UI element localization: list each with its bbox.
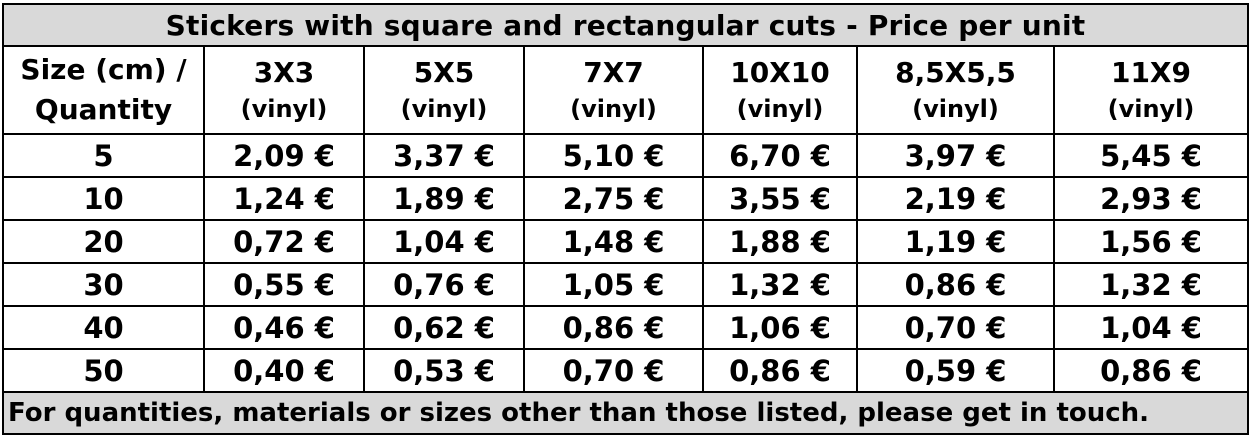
quantity-cell: 5: [2, 133, 205, 178]
price-cell: 0,72 €: [203, 219, 365, 264]
material-label: (vinyl): [240, 95, 328, 123]
price-cell: 0,86 €: [523, 305, 704, 350]
quantity-cell: 50: [2, 348, 205, 393]
size-label: 7X7: [583, 56, 644, 89]
price-cell: 2,19 €: [856, 176, 1055, 221]
size-header-11x9: 11X9 (vinyl): [1053, 45, 1249, 135]
size-label: 10X10: [730, 56, 830, 89]
material-label: (vinyl): [1107, 95, 1195, 123]
corner-header-line1: Size (cm) /: [20, 53, 187, 86]
header-row: Size (cm) / Quantity 3X3 (vinyl) 5X5 (vi…: [2, 45, 1249, 135]
price-cell: 0,86 €: [856, 262, 1055, 307]
price-cell: 3,55 €: [702, 176, 858, 221]
material-label: (vinyl): [570, 95, 657, 123]
title-row: Stickers with square and rectangular cut…: [2, 3, 1249, 47]
footer-row: For quantities, materials or sizes other…: [2, 391, 1249, 435]
contact-note: For quantities, materials or sizes other…: [2, 391, 1249, 435]
table-row: 20 0,72 € 1,04 € 1,48 € 1,88 € 1,19 € 1,…: [2, 219, 1249, 264]
price-rows: 5 2,09 € 3,37 € 5,10 € 6,70 € 3,97 € 5,4…: [2, 133, 1249, 393]
price-cell: 1,48 €: [523, 219, 704, 264]
price-cell: 2,93 €: [1053, 176, 1249, 221]
price-cell: 0,70 €: [523, 348, 704, 393]
material-label: (vinyl): [912, 95, 999, 123]
material-label: (vinyl): [736, 95, 824, 123]
price-cell: 2,09 €: [203, 133, 365, 178]
price-cell: 1,04 €: [363, 219, 525, 264]
table-row: 50 0,40 € 0,53 € 0,70 € 0,86 € 0,59 € 0,…: [2, 348, 1249, 393]
price-cell: 0,62 €: [363, 305, 525, 350]
price-cell: 1,32 €: [1053, 262, 1249, 307]
price-cell: 1,05 €: [523, 262, 704, 307]
price-cell: 1,56 €: [1053, 219, 1249, 264]
table-row: 5 2,09 € 3,37 € 5,10 € 6,70 € 3,97 € 5,4…: [2, 133, 1249, 178]
price-cell: 0,59 €: [856, 348, 1055, 393]
size-header-7x7: 7X7 (vinyl): [523, 45, 704, 135]
size-header-8-5x5-5: 8,5X5,5 (vinyl): [856, 45, 1055, 135]
corner-header-line2: Quantity: [34, 93, 173, 126]
size-label: 8,5X5,5: [895, 56, 1016, 89]
price-cell: 1,19 €: [856, 219, 1055, 264]
quantity-cell: 20: [2, 219, 205, 264]
quantity-cell: 30: [2, 262, 205, 307]
size-label: 5X5: [413, 56, 475, 89]
price-cell: 1,88 €: [702, 219, 858, 264]
size-header-3x3: 3X3 (vinyl): [203, 45, 365, 135]
corner-header: Size (cm) / Quantity: [2, 45, 205, 135]
price-cell: 3,37 €: [363, 133, 525, 178]
price-cell: 5,45 €: [1053, 133, 1249, 178]
price-cell: 0,40 €: [203, 348, 365, 393]
material-label: (vinyl): [400, 95, 488, 123]
size-label: 11X9: [1110, 56, 1192, 89]
price-cell: 0,46 €: [203, 305, 365, 350]
price-cell: 0,55 €: [203, 262, 365, 307]
price-cell: 5,10 €: [523, 133, 704, 178]
price-cell: 0,86 €: [702, 348, 858, 393]
price-cell: 1,04 €: [1053, 305, 1249, 350]
table-row: 30 0,55 € 0,76 € 1,05 € 1,32 € 0,86 € 1,…: [2, 262, 1249, 307]
table-title: Stickers with square and rectangular cut…: [2, 3, 1249, 47]
price-cell: 0,53 €: [363, 348, 525, 393]
price-cell: 0,76 €: [363, 262, 525, 307]
price-table: Stickers with square and rectangular cut…: [2, 3, 1249, 435]
size-label: 3X3: [253, 56, 315, 89]
size-header-5x5: 5X5 (vinyl): [363, 45, 525, 135]
price-cell: 1,89 €: [363, 176, 525, 221]
price-cell: 1,06 €: [702, 305, 858, 350]
quantity-cell: 40: [2, 305, 205, 350]
size-header-10x10: 10X10 (vinyl): [702, 45, 858, 135]
table-row: 40 0,46 € 0,62 € 0,86 € 1,06 € 0,70 € 1,…: [2, 305, 1249, 350]
table-row: 10 1,24 € 1,89 € 2,75 € 3,55 € 2,19 € 2,…: [2, 176, 1249, 221]
price-cell: 0,70 €: [856, 305, 1055, 350]
price-cell: 6,70 €: [702, 133, 858, 178]
price-cell: 1,24 €: [203, 176, 365, 221]
price-cell: 1,32 €: [702, 262, 858, 307]
quantity-cell: 10: [2, 176, 205, 221]
price-cell: 2,75 €: [523, 176, 704, 221]
price-cell: 0,86 €: [1053, 348, 1249, 393]
price-cell: 3,97 €: [856, 133, 1055, 178]
